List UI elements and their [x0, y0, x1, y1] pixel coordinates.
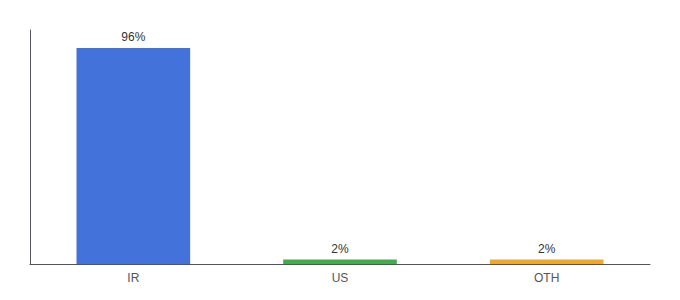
svg-text:2%: 2% [331, 242, 349, 256]
svg-text:OTH: OTH [534, 271, 559, 285]
svg-text:IR: IR [127, 271, 139, 285]
svg-text:US: US [332, 271, 349, 285]
svg-text:96%: 96% [121, 30, 145, 44]
svg-text:2%: 2% [538, 242, 556, 256]
